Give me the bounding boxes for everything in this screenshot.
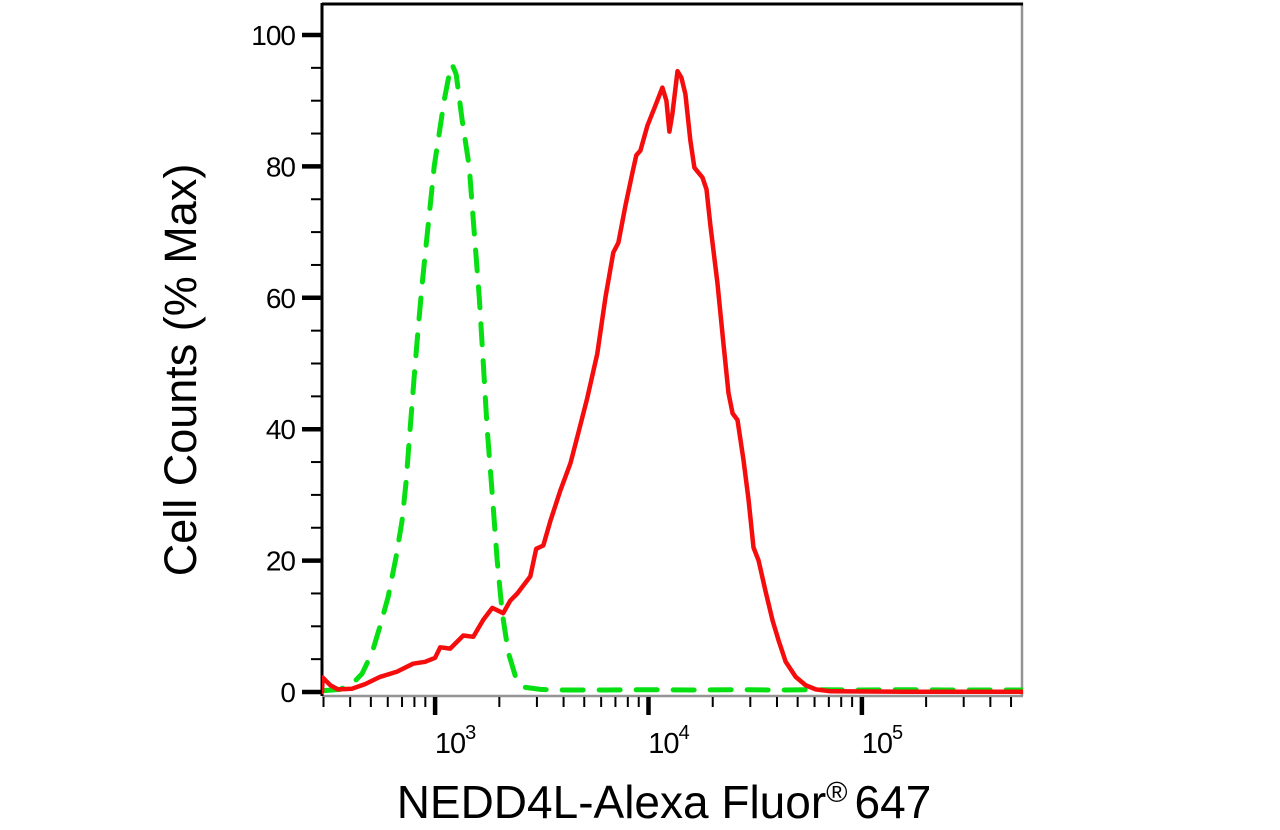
x-axis-title-suffix: 647: [855, 776, 932, 828]
x-tick-label-exponent: 5: [892, 722, 903, 744]
y-tick-label: 40: [266, 414, 296, 445]
x-tick-label-exponent: 4: [679, 722, 690, 744]
x-tick-label-base: 10: [435, 728, 465, 760]
x-axis-title-base: NEDD4L-Alexa Fluor: [397, 776, 826, 828]
y-tick-label: 100: [251, 20, 295, 51]
y-tick-label: 60: [266, 283, 296, 314]
y-axis-title: Cell Counts (% Max): [155, 164, 206, 577]
y-tick-label: 0: [280, 677, 295, 708]
histogram-curves: [322, 62, 1023, 695]
x-tick-label-base: 10: [862, 728, 892, 760]
x-tick-label: 103: [435, 722, 476, 760]
registered-trademark-icon: ®: [826, 777, 847, 809]
x-tick-label-exponent: 3: [465, 722, 476, 744]
control-curve: [322, 62, 1023, 694]
x-tick-label: 105: [862, 722, 903, 760]
nedd4l-curve: [322, 68, 1023, 695]
x-axis-title: NEDD4L-Alexa Fluor® 647: [397, 776, 932, 828]
x-tick-label: 104: [648, 722, 689, 760]
axis-ticks: [302, 32, 1013, 715]
x-tick-label-base: 10: [648, 728, 678, 760]
y-tick-label: 80: [266, 151, 296, 182]
y-tick-label: 20: [266, 546, 296, 577]
